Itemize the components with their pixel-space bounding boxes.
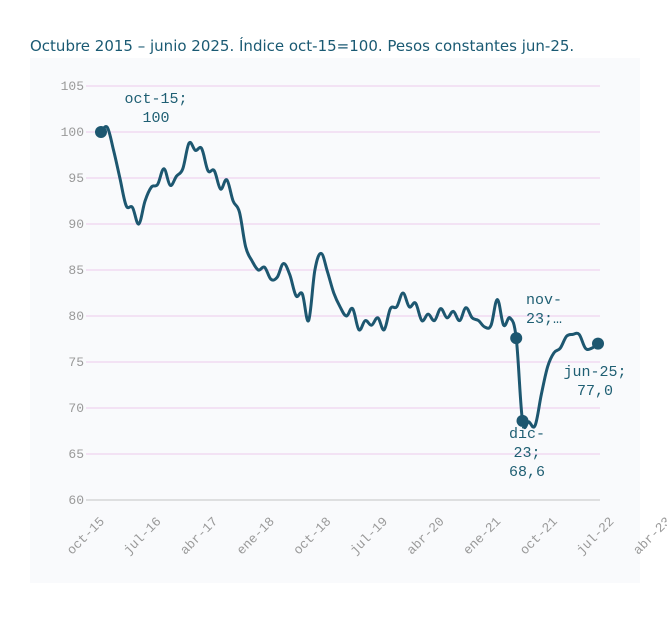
point-marker (516, 414, 529, 427)
chart-subtitle: Octubre 2015 – junio 2025. Índice oct-15… (30, 37, 575, 55)
x-tick-label: abr-17 (177, 514, 221, 558)
data-label: 77,0 (577, 383, 613, 400)
plot-background (30, 58, 640, 583)
data-label: nov- (526, 292, 562, 309)
data-label: jun-25; (563, 364, 626, 381)
y-tick-label: 85 (68, 263, 84, 278)
data-label: 23;… (526, 311, 562, 328)
y-tick-label: 75 (68, 355, 84, 370)
y-tick-label: 105 (61, 79, 84, 94)
y-tick-label: 70 (68, 401, 84, 416)
data-labels: oct-15; 100 nov- 23;… dic- 23; 68,6 jun-25; 77,0 (124, 91, 626, 481)
data-label: 100 (142, 110, 169, 127)
y-tick-label: 80 (68, 309, 84, 324)
x-tick-label: abr-23 (630, 514, 667, 558)
y-axis-ticks: 60 65 70 75 80 85 90 95 100 105 (61, 79, 84, 508)
x-tick-label: oct-15 (64, 514, 108, 558)
x-axis-ticks: oct-15 jul-16 abr-17 ene-18 oct-18 jul-19 abr-… (64, 514, 667, 558)
x-tick-label: oct-21 (517, 514, 561, 558)
x-tick-label: jul-16 (121, 514, 165, 558)
grid-lines (86, 85, 600, 501)
y-tick-label: 60 (68, 493, 84, 508)
x-tick-label: ene-18 (234, 514, 278, 558)
x-tick-label: jul-19 (347, 514, 391, 558)
point-marker (95, 126, 107, 138)
y-tick-label: 95 (68, 171, 84, 186)
x-tick-label: oct-18 (291, 514, 335, 558)
x-tick-label: abr-20 (404, 514, 448, 558)
y-tick-label: 90 (68, 217, 84, 232)
point-markers (95, 126, 604, 427)
y-tick-label: 100 (61, 125, 84, 140)
point-marker (510, 332, 523, 345)
data-label: dic- (509, 426, 545, 443)
data-label: 68,6 (509, 464, 545, 481)
y-tick-label: 65 (68, 447, 84, 462)
point-marker (592, 337, 604, 350)
data-label: oct-15; (124, 91, 187, 108)
series-line (99, 125, 600, 430)
data-label: 23; (513, 445, 540, 462)
x-tick-label: jul-22 (574, 514, 618, 558)
x-tick-label: ene-21 (460, 514, 504, 558)
